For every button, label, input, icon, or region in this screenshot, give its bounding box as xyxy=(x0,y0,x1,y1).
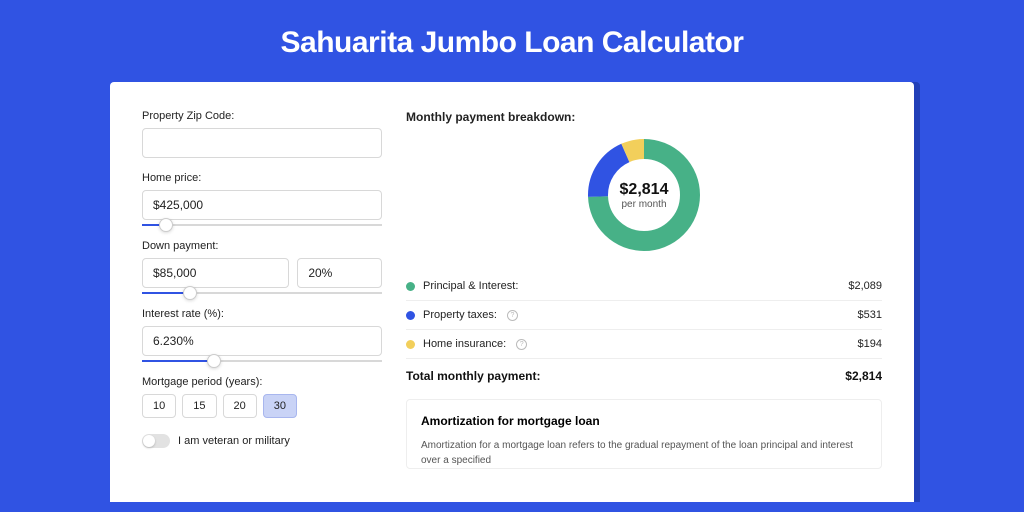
veteran-label: I am veteran or military xyxy=(178,435,290,447)
legend-value: $194 xyxy=(858,338,882,350)
interest-rate-input[interactable] xyxy=(142,326,382,356)
period-btn-30[interactable]: 30 xyxy=(263,394,297,418)
total-label: Total monthly payment: xyxy=(406,369,540,383)
legend-dot xyxy=(406,311,415,320)
zip-field: Property Zip Code: xyxy=(142,110,382,158)
veteran-toggle-row: I am veteran or military xyxy=(142,434,382,448)
donut-container: $2,814 per month xyxy=(406,136,882,254)
down-payment-slider[interactable] xyxy=(142,292,382,294)
amortization-text: Amortization for a mortgage loan refers … xyxy=(421,438,867,468)
zip-input[interactable] xyxy=(142,128,382,158)
home-price-input[interactable] xyxy=(142,190,382,220)
zip-label: Property Zip Code: xyxy=(142,110,382,122)
amortization-title: Amortization for mortgage loan xyxy=(421,414,867,428)
breakdown-title: Monthly payment breakdown: xyxy=(406,110,882,124)
down-payment-percent-input[interactable] xyxy=(297,258,382,288)
calculator-card: Property Zip Code: Home price: Down paym… xyxy=(110,82,914,502)
legend-row-principal: Principal & Interest: $2,089 xyxy=(406,272,882,301)
donut-amount: $2,814 xyxy=(620,181,669,199)
legend-row-taxes: Property taxes: ? $531 xyxy=(406,301,882,330)
legend-value: $2,089 xyxy=(848,280,882,292)
page-title: Sahuarita Jumbo Loan Calculator xyxy=(0,0,1024,82)
down-payment-field: Down payment: xyxy=(142,240,382,294)
interest-rate-label: Interest rate (%): xyxy=(142,308,382,320)
payment-donut-chart: $2,814 per month xyxy=(585,136,703,254)
slider-thumb[interactable] xyxy=(207,354,221,368)
breakdown-column: Monthly payment breakdown: $2,814 per mo… xyxy=(406,110,882,502)
amortization-section: Amortization for mortgage loan Amortizat… xyxy=(406,399,882,469)
interest-rate-field: Interest rate (%): xyxy=(142,308,382,362)
form-column: Property Zip Code: Home price: Down paym… xyxy=(142,110,382,502)
mortgage-period-field: Mortgage period (years): 10 15 20 30 xyxy=(142,376,382,418)
total-value: $2,814 xyxy=(845,369,882,383)
home-price-field: Home price: xyxy=(142,172,382,226)
period-btn-20[interactable]: 20 xyxy=(223,394,257,418)
total-row: Total monthly payment: $2,814 xyxy=(406,359,882,399)
legend-label: Principal & Interest: xyxy=(423,280,518,292)
period-btn-10[interactable]: 10 xyxy=(142,394,176,418)
down-payment-label: Down payment: xyxy=(142,240,382,252)
home-price-slider[interactable] xyxy=(142,224,382,226)
mortgage-period-buttons: 10 15 20 30 xyxy=(142,394,382,418)
legend-row-insurance: Home insurance: ? $194 xyxy=(406,330,882,359)
home-price-label: Home price: xyxy=(142,172,382,184)
legend-dot xyxy=(406,282,415,291)
slider-thumb[interactable] xyxy=(159,218,173,232)
legend-value: $531 xyxy=(858,309,882,321)
legend-dot xyxy=(406,340,415,349)
legend-label: Home insurance: xyxy=(423,338,506,350)
down-payment-input[interactable] xyxy=(142,258,289,288)
period-btn-15[interactable]: 15 xyxy=(182,394,216,418)
slider-thumb[interactable] xyxy=(183,286,197,300)
info-icon[interactable]: ? xyxy=(507,310,518,321)
legend-label: Property taxes: xyxy=(423,309,497,321)
veteran-toggle[interactable] xyxy=(142,434,170,448)
interest-rate-slider[interactable] xyxy=(142,360,382,362)
donut-sublabel: per month xyxy=(621,199,666,210)
info-icon[interactable]: ? xyxy=(516,339,527,350)
mortgage-period-label: Mortgage period (years): xyxy=(142,376,382,388)
toggle-knob xyxy=(143,435,155,447)
